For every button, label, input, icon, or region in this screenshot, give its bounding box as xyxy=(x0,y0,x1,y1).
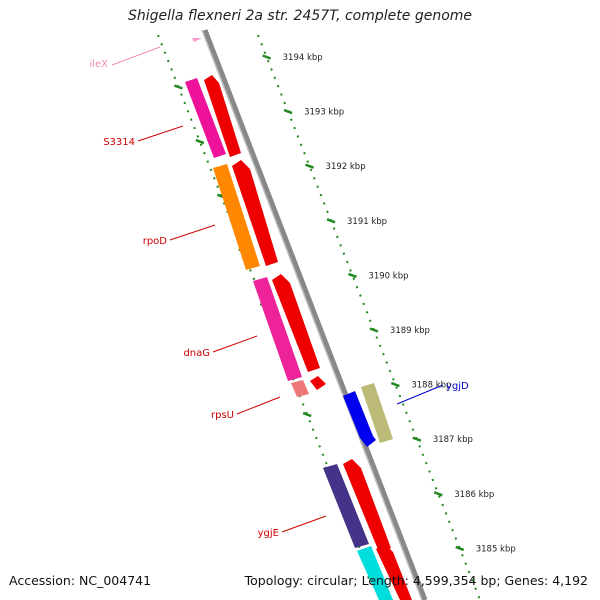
scale-tick-label: 3189 kbp xyxy=(390,326,430,336)
gene-cyan-box[interactable] xyxy=(357,546,393,600)
gene-bottom-cds[interactable] xyxy=(376,544,412,600)
gene-S3314-box[interactable] xyxy=(185,78,226,158)
scale-tick-label: 3185 kbp xyxy=(476,544,516,554)
scale-tick-label: 3186 kbp xyxy=(454,490,494,500)
gene-label-S3314: S3314 xyxy=(103,137,135,148)
gene-ygjE-leader xyxy=(281,515,327,533)
gene-ileX-leader xyxy=(111,46,161,66)
left-track-tick xyxy=(302,411,312,418)
gene-rpoD-leader xyxy=(169,224,216,241)
genome-backbone-highlight xyxy=(201,29,423,600)
accession-label: Accession: NC_004741 xyxy=(9,573,152,588)
gene-ygjD-leader xyxy=(396,384,444,405)
gene-ileX-arrow[interactable] xyxy=(192,38,202,42)
gene-dnaG-box[interactable] xyxy=(253,277,302,381)
scale-tick xyxy=(305,163,314,169)
gene-S3314-cds[interactable] xyxy=(204,75,241,157)
scale-tick xyxy=(390,381,400,388)
genome-summary: Topology: circular; Length: 4,599,354 bp… xyxy=(244,573,588,588)
scale-tick xyxy=(369,327,379,333)
scale-tick-label: 3190 kbp xyxy=(368,271,408,281)
gene-dnaG-leader xyxy=(212,335,258,353)
scale-tick-label: 3191 kbp xyxy=(347,217,387,227)
scale-tick xyxy=(348,272,357,279)
scale-tick xyxy=(455,545,465,552)
gene-label-rpoD: rpoD xyxy=(143,236,168,247)
scale-tick-label: 3192 kbp xyxy=(326,162,366,172)
scale-tick xyxy=(433,491,443,497)
left-track-tick xyxy=(195,138,205,145)
scale-tick xyxy=(283,108,293,115)
gene-label-ygjD: ygjD xyxy=(446,381,469,392)
gene-rpoD-box[interactable] xyxy=(213,164,260,270)
gene-label-rpsU: rpsU xyxy=(211,410,234,421)
left-track-tick xyxy=(173,84,183,90)
gene-dnaG-cds[interactable] xyxy=(272,274,320,372)
gene-ygjE-cds[interactable] xyxy=(343,459,391,552)
right-dotted-track xyxy=(257,34,481,600)
gene-label-dnaG: dnaG xyxy=(183,348,210,359)
genome-backbone xyxy=(202,29,428,600)
gene-ygjE-box[interactable] xyxy=(323,464,369,548)
gene-S3314-leader xyxy=(137,125,184,142)
scale-tick-label: 3193 kbp xyxy=(304,108,344,118)
scale-tick-label: 3194 kbp xyxy=(283,53,323,63)
gene-ygjD-arrow[interactable] xyxy=(343,391,376,447)
scale-tick-label: 3187 kbp xyxy=(433,435,473,445)
gene-label-ygjE: ygjE xyxy=(258,528,279,539)
scale-tick xyxy=(262,54,272,60)
gene-rpoD-cds[interactable] xyxy=(232,160,278,266)
scale-tick xyxy=(326,218,336,224)
scale-tick-label: 3188 kbp xyxy=(411,381,451,391)
gene-rpsU-leader xyxy=(236,396,281,415)
gene-rpsU-cds[interactable] xyxy=(310,376,326,390)
map-title: Shigella flexneri 2a str. 2457T, complet… xyxy=(127,8,473,24)
gene-label-ileX: ileX xyxy=(89,59,108,70)
scale-tick xyxy=(412,436,422,442)
gene-ygjD-sibling[interactable] xyxy=(361,383,393,443)
gene-rpsU-box[interactable] xyxy=(291,380,309,397)
